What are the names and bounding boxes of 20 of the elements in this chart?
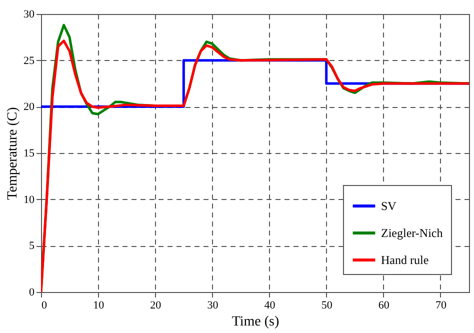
x-tick-label: 50 <box>321 300 333 312</box>
x-tick-label: 60 <box>378 300 390 312</box>
x-tick-label: 40 <box>264 300 276 312</box>
x-tick-label: 10 <box>93 300 105 312</box>
y-axis-title: Temperature (C) <box>6 106 20 200</box>
legend-label: SV <box>381 199 397 213</box>
legend-label: Hand rule <box>381 253 429 267</box>
x-tick-label: 30 <box>207 300 219 312</box>
y-tick-label: 15 <box>24 148 35 160</box>
legend-label: Ziegler-Nich <box>381 226 443 240</box>
x-tick-label: 0 <box>42 300 48 312</box>
y-tick-label: 10 <box>24 194 35 206</box>
y-tick-label: 25 <box>24 54 35 67</box>
y-tick-label: 30 <box>24 8 35 20</box>
y-tick-label: 5 <box>29 240 35 252</box>
x-axis-title: Time (s) <box>232 314 280 330</box>
x-tick-label: 70 <box>435 300 447 312</box>
x-tick-label: 20 <box>150 300 162 312</box>
y-tick-label: 20 <box>24 101 35 114</box>
y-tick-label: 0 <box>29 286 35 298</box>
